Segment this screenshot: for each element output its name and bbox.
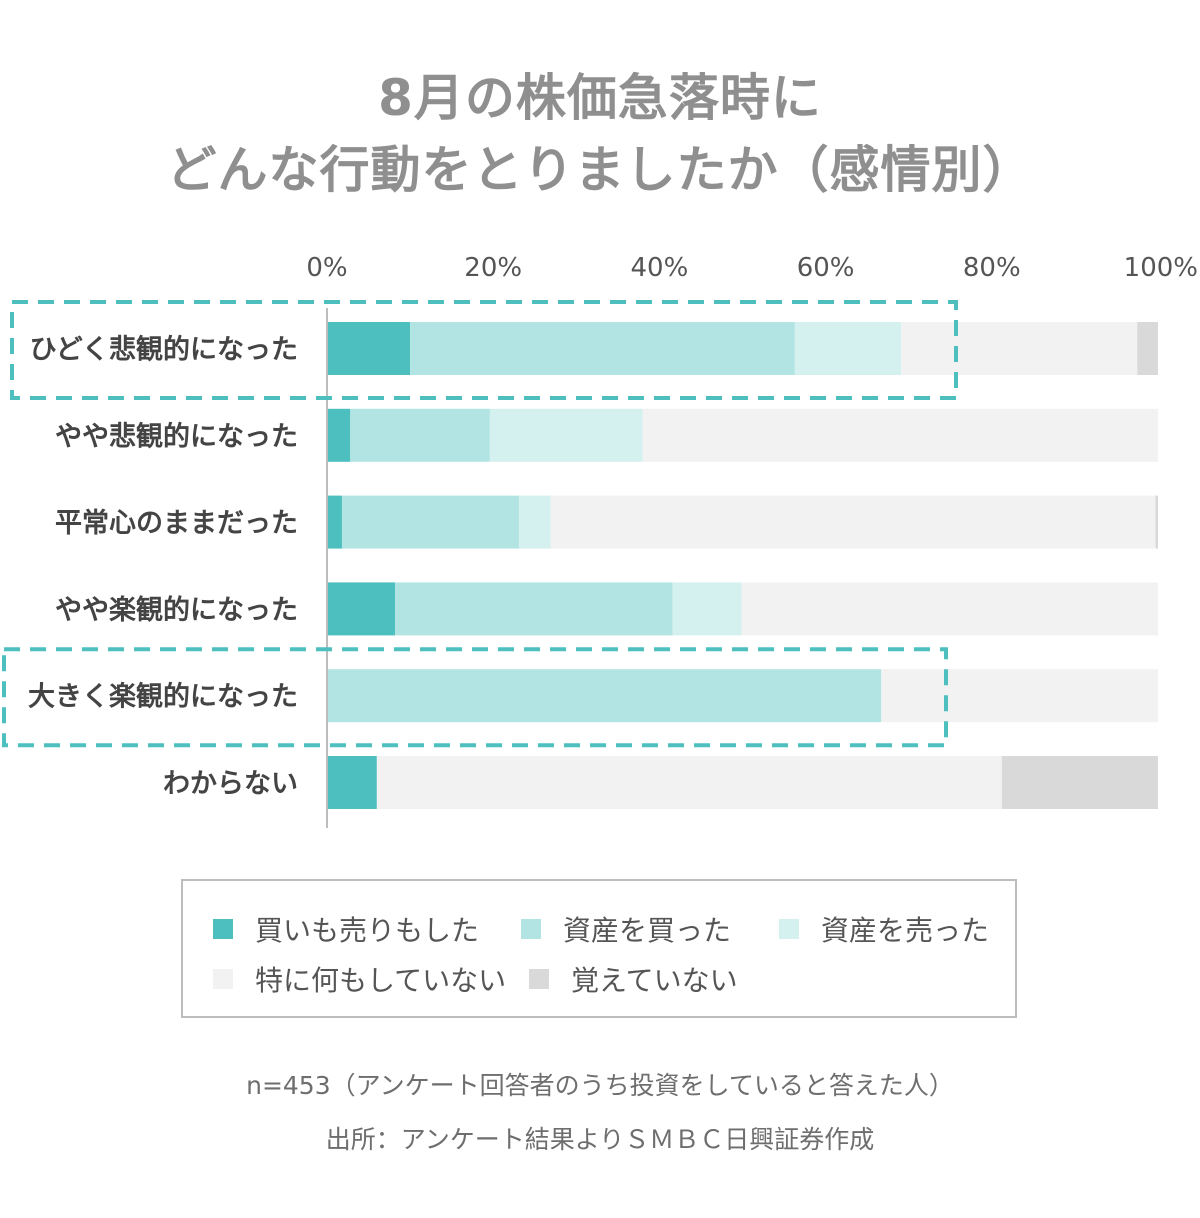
legend-swatch: [779, 919, 799, 939]
x-tick-label: 100%: [1124, 253, 1198, 283]
bar-segment: [327, 495, 342, 549]
legend-label: 特に何もしていない: [255, 964, 507, 997]
x-tick-label: 0%: [306, 253, 347, 283]
category-label: やや悲観的になった: [55, 420, 298, 452]
legend-swatch: [213, 919, 233, 939]
bar-segment: [327, 669, 882, 723]
bar-segment: [327, 408, 351, 462]
x-tick-label: 80%: [963, 253, 1021, 283]
legend-item: 資産を買った: [521, 909, 731, 949]
legend-label: 資産を売った: [821, 914, 990, 947]
stacked-bar-chart: 0% 20% 40% 60% 80% 100% ひどく悲観的になったやや悲観的になった平常心…: [2, 253, 1198, 828]
bar-segment: [327, 582, 396, 636]
legend-label: 資産を買った: [563, 914, 732, 947]
bar-segment: [794, 322, 902, 375]
legend-label: 買いも売りもした: [255, 914, 480, 947]
category-label: 大きく楽観的になった: [28, 681, 298, 713]
bar-segment: [741, 582, 1158, 636]
highlight-box: [10, 300, 958, 400]
category-label: わからない: [163, 769, 298, 800]
chart-legend: 買いも売りもした 資産を買った 資産を売った特に何もしていない 覚えていない: [181, 879, 1017, 1018]
bar-segment: [672, 582, 742, 636]
bar-segment: [1137, 322, 1158, 375]
footnote-sample: n=453（アンケート回答者のうち投資をしていると答えた人）: [246, 1071, 954, 1100]
x-tick-label: 40%: [631, 253, 689, 283]
bar-segment: [881, 669, 1158, 723]
bar-segment: [327, 756, 377, 809]
bar-segment: [327, 322, 411, 375]
bar-segment: [489, 408, 643, 462]
bar-segment: [642, 408, 1158, 462]
chart-title: 8月の株価急落時に どんな行動をとりましたか（感情別）: [0, 62, 1200, 206]
category-label: 平常心のままだった: [55, 508, 298, 539]
bar-segment: [518, 495, 551, 549]
bar-segment: [410, 322, 795, 375]
bar-segment: [1155, 495, 1158, 549]
legend-item: 特に何もしていない: [213, 959, 506, 999]
chart-title-line-1: 8月の株価急落時に: [378, 69, 822, 127]
legend-item: 資産を売った: [779, 909, 989, 949]
bar-segment: [1001, 756, 1158, 809]
bar-segment: [550, 495, 1156, 549]
bar-segment: [376, 756, 1002, 809]
legend-label: 覚えていない: [571, 964, 738, 997]
chart-title-line-2: どんな行動をとりましたか（感情別）: [166, 141, 1034, 199]
legend-swatch: [213, 969, 233, 989]
bar-segment: [901, 322, 1138, 375]
legend-swatch: [521, 919, 541, 939]
category-label: ひどく悲観的になった: [30, 334, 298, 366]
category-label: やや楽観的になった: [55, 594, 298, 626]
legend-item: 覚えていない: [529, 959, 738, 999]
bar-segment: [341, 495, 519, 549]
bar-segment: [350, 408, 490, 462]
bar-segment: [395, 582, 673, 636]
legend-item: 買いも売りもした: [213, 909, 479, 949]
legend-swatch: [529, 969, 549, 989]
x-tick-label: 60%: [797, 253, 855, 283]
x-tick-label: 20%: [464, 253, 522, 283]
highlight-box: [2, 647, 948, 748]
footnote-source: 出所：アンケート結果よりＳＭＢＣ日興証券作成: [325, 1125, 875, 1154]
